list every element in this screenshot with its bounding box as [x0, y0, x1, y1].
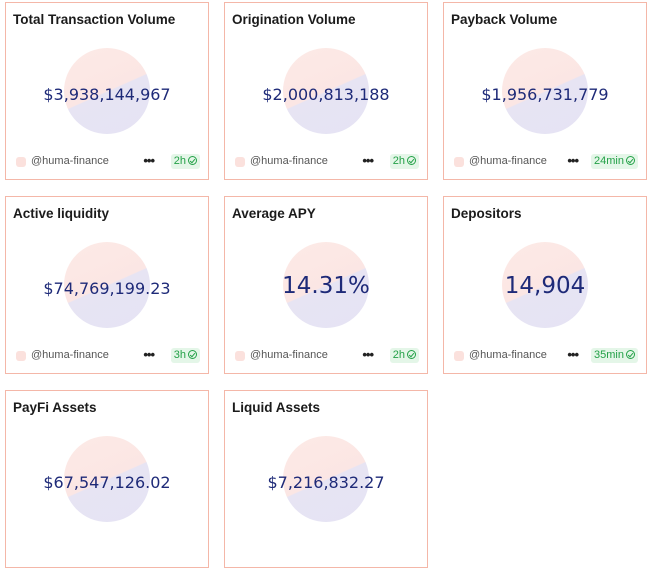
- check-circle-icon: [407, 350, 416, 359]
- source-avatar: [16, 351, 26, 361]
- metric-card-depositors[interactable]: Depositors 14,904 @huma-finance ••• 35mi…: [443, 196, 647, 374]
- metric-card-liquid-assets[interactable]: Liquid Assets $7,216,832.27: [224, 390, 428, 568]
- metric-card-active-liquidity[interactable]: Active liquidity $74,769,199.23 @huma-fi…: [5, 196, 209, 374]
- updated-time: 2h: [173, 155, 186, 167]
- updated-badge: 35min: [591, 348, 638, 363]
- card-title: Payback Volume: [451, 12, 558, 27]
- check-circle-icon: [188, 350, 197, 359]
- updated-badge: 2h: [170, 154, 200, 169]
- card-title: Depositors: [451, 206, 522, 221]
- metric-value: $1,956,731,779: [481, 85, 609, 104]
- metric-value: 14,904: [504, 273, 586, 299]
- metric-value: $2,000,813,188: [262, 85, 390, 104]
- updated-time: 2h: [392, 155, 405, 167]
- card-footer: @huma-finance ••• 2h: [233, 348, 419, 364]
- card-title: PayFi Assets: [13, 400, 97, 415]
- card-blob-graphic: [283, 48, 369, 134]
- source-label[interactable]: @huma-finance: [31, 155, 109, 167]
- source-avatar: [454, 157, 464, 167]
- metric-value: $74,769,199.23: [43, 279, 171, 298]
- card-title: Active liquidity: [13, 206, 110, 221]
- metric-card-payfi-assets[interactable]: PayFi Assets $67,547,126.02: [5, 390, 209, 568]
- source-avatar: [235, 157, 245, 167]
- card-blob-graphic: [502, 48, 588, 134]
- more-options-icon[interactable]: •••: [567, 153, 579, 168]
- check-circle-icon: [407, 156, 416, 165]
- card-title: Origination Volume: [232, 12, 356, 27]
- metric-card-total-transaction-volume[interactable]: Total Transaction Volume $3,938,144,967 …: [5, 2, 209, 180]
- card-title: Liquid Assets: [232, 400, 321, 415]
- source-avatar: [235, 351, 245, 361]
- source-label[interactable]: @huma-finance: [250, 155, 328, 167]
- more-options-icon[interactable]: •••: [362, 153, 374, 168]
- card-blob-graphic: [283, 436, 369, 522]
- source-label[interactable]: @huma-finance: [469, 349, 547, 361]
- more-options-icon[interactable]: •••: [567, 347, 579, 362]
- card-title: Total Transaction Volume: [13, 12, 176, 27]
- updated-time: 3h: [173, 349, 186, 361]
- card-footer: @huma-finance ••• 24min: [452, 154, 638, 170]
- card-title: Average APY: [232, 206, 316, 221]
- check-circle-icon: [188, 156, 197, 165]
- metric-value: $3,938,144,967: [43, 85, 171, 104]
- card-footer: @huma-finance ••• 3h: [14, 348, 200, 364]
- updated-time: 35min: [594, 349, 624, 361]
- source-avatar: [454, 351, 464, 361]
- more-options-icon[interactable]: •••: [143, 347, 155, 362]
- updated-badge: 24min: [591, 154, 638, 169]
- check-circle-icon: [626, 156, 635, 165]
- check-circle-icon: [626, 350, 635, 359]
- updated-badge: 2h: [389, 154, 419, 169]
- source-label[interactable]: @huma-finance: [469, 155, 547, 167]
- card-footer: @huma-finance ••• 35min: [452, 348, 638, 364]
- card-footer: @huma-finance ••• 2h: [14, 154, 200, 170]
- source-avatar: [16, 157, 26, 167]
- metric-card-average-apy[interactable]: Average APY 14.31% @huma-finance ••• 2h: [224, 196, 428, 374]
- updated-badge: 3h: [170, 348, 200, 363]
- updated-badge: 2h: [389, 348, 419, 363]
- card-blob-graphic: [64, 242, 150, 328]
- updated-time: 24min: [594, 155, 624, 167]
- metric-value: $67,547,126.02: [43, 473, 171, 492]
- metric-value: 14.31%: [282, 273, 370, 299]
- metric-value: $7,216,832.27: [267, 473, 385, 492]
- updated-time: 2h: [392, 349, 405, 361]
- metric-card-payback-volume[interactable]: Payback Volume $1,956,731,779 @huma-fina…: [443, 2, 647, 180]
- source-label[interactable]: @huma-finance: [250, 349, 328, 361]
- source-label[interactable]: @huma-finance: [31, 349, 109, 361]
- metric-card-origination-volume[interactable]: Origination Volume $2,000,813,188 @huma-…: [224, 2, 428, 180]
- card-blob-graphic: [64, 436, 150, 522]
- more-options-icon[interactable]: •••: [362, 347, 374, 362]
- card-footer: @huma-finance ••• 2h: [233, 154, 419, 170]
- card-blob-graphic: [283, 242, 369, 328]
- card-blob-graphic: [64, 48, 150, 134]
- more-options-icon[interactable]: •••: [143, 153, 155, 168]
- card-blob-graphic: [502, 242, 588, 328]
